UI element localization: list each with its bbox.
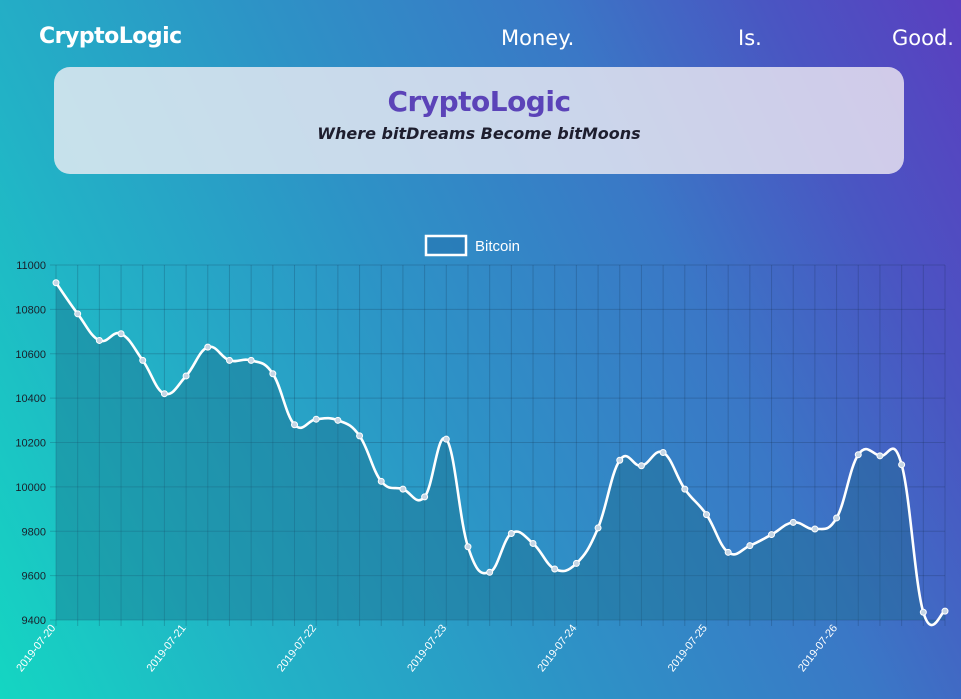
- data-point: [52, 279, 60, 287]
- data-point: [572, 559, 580, 567]
- legend-label-bitcoin: Bitcoin: [475, 238, 520, 255]
- data-point: [507, 529, 515, 537]
- data-point: [486, 568, 494, 576]
- series-area-bitcoin: [56, 282, 945, 626]
- nav-link-is[interactable]: Is.: [738, 26, 762, 50]
- x-tick-label: 2019-07-23: [405, 622, 449, 674]
- x-tick-label: 2019-07-21: [145, 622, 189, 674]
- data-point: [312, 415, 320, 423]
- chart-grid: [50, 264, 946, 626]
- data-point: [117, 330, 125, 338]
- y-tick-label: 9600: [22, 571, 46, 583]
- data-point: [291, 421, 299, 429]
- y-tick-label: 11000: [16, 260, 46, 272]
- data-point: [833, 514, 841, 522]
- data-point: [659, 448, 667, 456]
- data-point: [724, 548, 732, 556]
- data-point: [551, 565, 559, 573]
- hero-banner: CryptoLogic Where bitDreams Become bitMo…: [54, 67, 904, 174]
- data-point: [854, 451, 862, 459]
- data-point: [421, 493, 429, 501]
- chart-area-layer: [54, 282, 946, 627]
- x-tick-label: 2019-07-22: [275, 622, 319, 674]
- hero-subtitle: Where bitDreams Become bitMoons: [317, 124, 641, 143]
- data-point: [95, 336, 103, 344]
- hero-title: CryptoLogic: [387, 85, 571, 118]
- data-point: [529, 539, 537, 547]
- data-point: [898, 461, 906, 469]
- data-point: [811, 525, 819, 533]
- nav-link-money[interactable]: Money.: [501, 26, 575, 50]
- chart-points-layer: [52, 279, 949, 616]
- data-point: [941, 607, 949, 615]
- y-tick-label: 10400: [15, 393, 46, 405]
- data-point: [746, 542, 754, 550]
- x-tick-label: 2019-07-26: [796, 622, 840, 674]
- data-point: [269, 370, 277, 378]
- data-point: [399, 485, 407, 493]
- data-point: [356, 432, 364, 440]
- data-point: [464, 543, 472, 551]
- y-tick-label: 10000: [15, 482, 46, 494]
- y-tick-label: 9800: [22, 526, 46, 538]
- data-point: [139, 356, 147, 364]
- data-point: [74, 310, 82, 318]
- data-point: [182, 372, 190, 380]
- nav-link-good[interactable]: Good.: [892, 26, 954, 50]
- data-point: [789, 518, 797, 526]
- data-point: [334, 416, 342, 424]
- data-point: [637, 462, 645, 470]
- legend-swatch-bitcoin: [424, 234, 468, 257]
- x-tick-label: 2019-07-24: [535, 622, 579, 674]
- data-point: [919, 608, 927, 616]
- data-point: [204, 343, 212, 351]
- data-point: [377, 477, 385, 485]
- y-tick-label: 9400: [22, 615, 46, 627]
- data-point: [594, 524, 602, 532]
- y-tick-label: 10800: [15, 304, 46, 316]
- data-point: [442, 435, 450, 443]
- chart-legend[interactable]: Bitcoin: [424, 234, 520, 257]
- top-navbar: CryptoLogic Money. Is. Good.: [0, 0, 961, 74]
- data-point: [247, 356, 255, 364]
- x-tick-label: 2019-07-25: [666, 622, 710, 674]
- brand-link[interactable]: CryptoLogic: [39, 24, 182, 49]
- data-point: [225, 356, 233, 364]
- data-point: [160, 390, 168, 398]
- data-point: [768, 531, 776, 539]
- x-tick-label: 2019-07-20: [14, 622, 58, 674]
- data-point: [702, 511, 710, 519]
- data-point: [681, 485, 689, 493]
- y-tick-label: 10600: [15, 349, 46, 361]
- data-point: [616, 456, 624, 464]
- data-point: [876, 452, 884, 460]
- y-tick-label: 10200: [15, 438, 46, 450]
